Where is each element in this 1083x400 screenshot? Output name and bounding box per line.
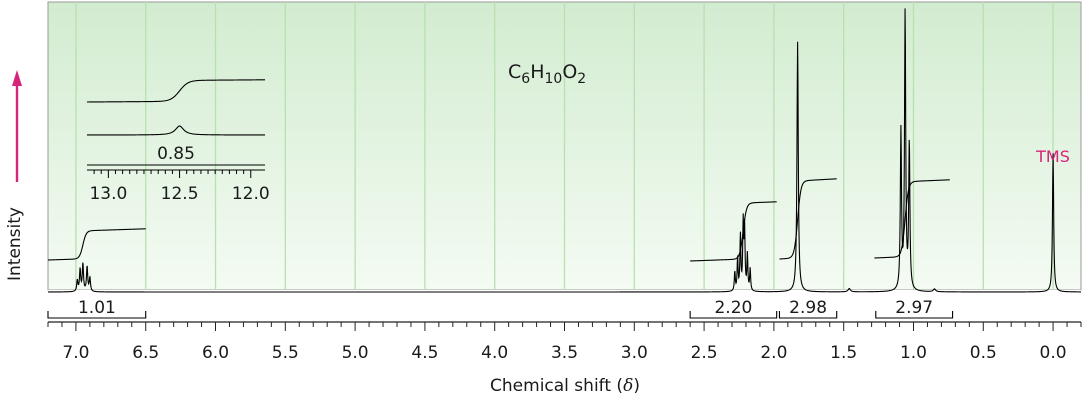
x-tick-label: 4.5: [411, 343, 438, 363]
inset-tick-label: 12.5: [161, 184, 199, 204]
inset-integral-curve: [86, 79, 266, 103]
inset-spectrum-trace: [87, 125, 265, 136]
x-tick-label: 0.5: [970, 343, 997, 363]
integral-label: 2.20: [714, 298, 752, 318]
integral-label: 2.98: [789, 298, 827, 318]
x-tick-label: 5.0: [342, 343, 369, 363]
x-tick-label: 6.0: [202, 343, 229, 363]
intensity-arrow: [12, 70, 22, 182]
integral-bracket: [689, 311, 778, 319]
integral-bracket: [875, 311, 954, 319]
spectrum: [48, 8, 1081, 293]
inset-tick-label: 13.0: [89, 184, 127, 204]
x-axis-title: Chemical shift (δ): [490, 376, 640, 396]
integral-curve: [779, 178, 837, 260]
x-axis: 7.0 6.5 6.0 5.5 5.0 4.5 4.0 3.5 3.0 2.5 2.0 1.5 1.0 0…: [47, 321, 1082, 363]
x-tick-label: 4.0: [481, 343, 508, 363]
x-tick-label: 7.0: [62, 343, 89, 363]
integral-label: 1.01: [78, 298, 116, 318]
integral-bracket: [47, 311, 147, 319]
x-tick-label: 6.5: [132, 343, 159, 363]
integral-label: 2.97: [895, 298, 933, 318]
molecular-formula: C6H10O2: [508, 61, 586, 87]
integral-curve: [690, 201, 777, 262]
x-tick-label: 1.5: [830, 343, 857, 363]
x-tick-label: 2.0: [760, 343, 787, 363]
tms-label: TMS: [1035, 147, 1070, 166]
x-tick-label: 2.5: [691, 343, 718, 363]
y-axis-title: Intensity: [5, 207, 25, 281]
spectrum-trace: [48, 8, 1081, 293]
x-tick-label: 1.0: [900, 343, 927, 363]
inset-tick-label: 12.0: [232, 184, 270, 204]
x-tick-label: 0.0: [1040, 343, 1067, 363]
integral-strip: [48, 290, 1081, 322]
x-tick-label: 3.5: [551, 343, 578, 363]
grid: [75, 2, 1054, 290]
integral-curve: [874, 179, 950, 259]
integral-curve: [47, 228, 146, 261]
integral-bracket: [778, 311, 838, 319]
inset-12-5-ppm: 0.85 13.0 12.5 12.0: [86, 79, 270, 204]
x-tick-label: 5.5: [272, 343, 299, 363]
x-tick-label: 3.0: [621, 343, 648, 363]
integrals: 1.01 2.20 2.98 2.97: [47, 178, 954, 319]
inset-integral-label: 0.85: [157, 144, 195, 164]
